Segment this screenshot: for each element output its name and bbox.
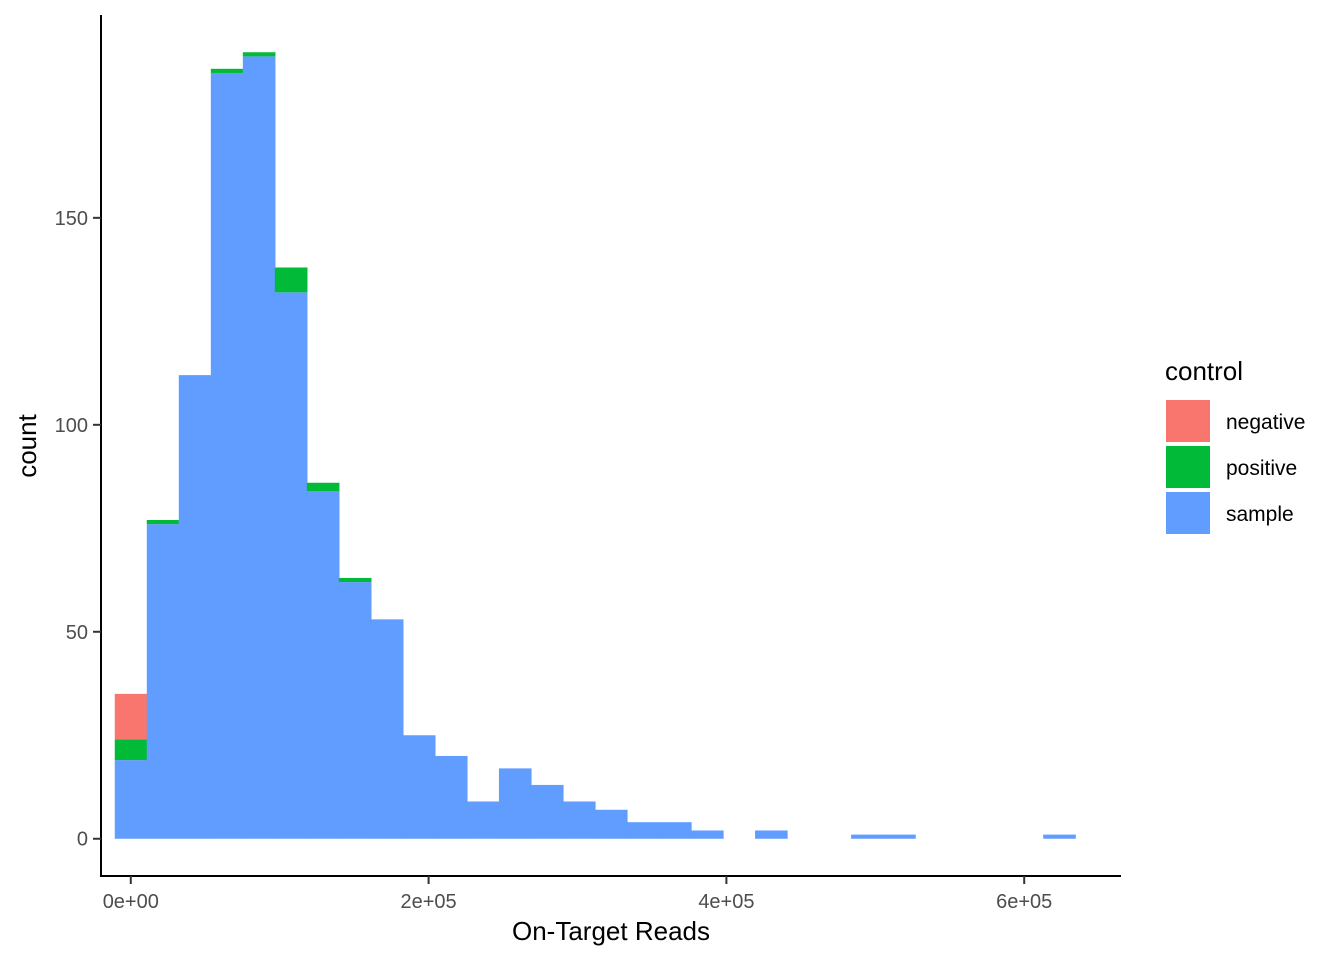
bar-sample-bin-13: [530, 784, 564, 839]
x-tick-label: 0e+00: [103, 891, 159, 913]
x-tick-label: 4e+05: [698, 891, 754, 913]
y-tick-label: 0: [77, 829, 88, 851]
bar-positive-bin-1: [146, 520, 180, 525]
bar-positive-bin-6: [306, 482, 340, 492]
legend-label-negative: negative: [1226, 411, 1305, 434]
bar-positive-bin-5: [274, 267, 308, 293]
bar-sample-bin-15: [594, 809, 628, 839]
bar-sample-bin-6: [306, 491, 340, 839]
bar-sample-bin-3: [210, 72, 244, 839]
bar-positive-bin-4: [242, 52, 276, 57]
axes-layer: [100, 15, 1121, 877]
bar-sample-bin-16: [627, 822, 660, 839]
x-tick-label: 6e+05: [996, 891, 1052, 913]
bar-sample-bin-11: [466, 801, 500, 839]
bar-sample-bin-4: [242, 56, 276, 839]
legend-label-positive: positive: [1226, 457, 1297, 480]
bar-sample-bin-24: [883, 834, 916, 839]
bar-sample-bin-7: [338, 582, 372, 839]
bar-positive-bin-0: [114, 739, 148, 761]
legend-key-sample: [1166, 492, 1210, 534]
legend-key-positive: [1166, 446, 1210, 488]
bar-sample-bin-18: [691, 830, 724, 839]
legend-title: control: [1165, 356, 1243, 386]
y-axis-title: count: [12, 413, 42, 477]
bar-sample-bin-2: [178, 375, 212, 839]
bar-sample-bin-5: [274, 292, 308, 839]
bar-sample-bin-8: [370, 619, 404, 839]
legend: control negative positive sample: [1165, 356, 1305, 534]
bar-sample-bin-0: [114, 760, 148, 839]
y-tick-label: 100: [55, 415, 88, 437]
bar-sample-bin-20: [755, 830, 788, 839]
legend-label-sample: sample: [1226, 503, 1294, 526]
x-tick-label: 2e+05: [401, 891, 457, 913]
bars-layer: [114, 52, 1076, 839]
legend-key-negative: [1166, 400, 1210, 442]
bar-sample-bin-29: [1043, 834, 1076, 839]
bar-sample-bin-10: [434, 755, 468, 839]
bar-positive-bin-3: [210, 68, 244, 73]
y-ticks: 0 50 100 150: [55, 208, 101, 851]
bar-negative-bin-0: [114, 693, 148, 740]
bar-positive-bin-7: [338, 577, 372, 583]
bar-sample-bin-14: [562, 801, 596, 839]
bar-sample-bin-12: [498, 768, 532, 839]
bar-sample-bin-1: [146, 524, 180, 839]
bar-sample-bin-17: [659, 822, 692, 839]
y-tick-label: 50: [66, 622, 88, 644]
x-axis-title: On-Target Reads: [512, 916, 710, 946]
y-tick-label: 150: [55, 208, 88, 230]
x-ticks: 0e+00 2e+05 4e+05 6e+05: [103, 876, 1052, 913]
bar-sample-bin-9: [402, 735, 436, 839]
bar-sample-bin-23: [851, 834, 884, 839]
